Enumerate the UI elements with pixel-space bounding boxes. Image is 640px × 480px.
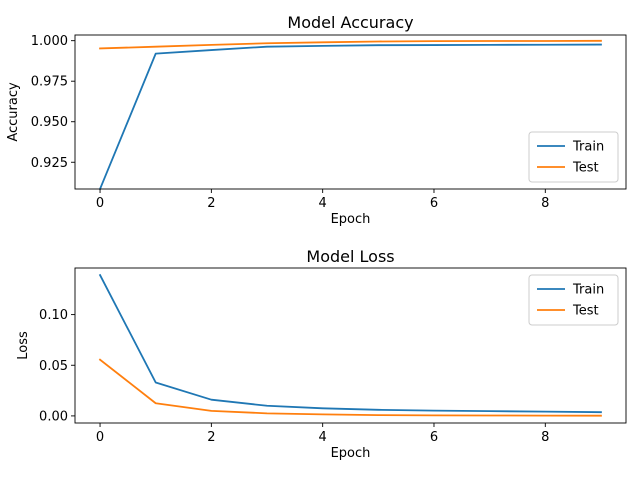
legend-label-test: Test <box>572 161 599 176</box>
data-point-train <box>377 409 379 411</box>
legend-label-train: Train <box>572 283 604 298</box>
data-point-test <box>489 415 491 417</box>
plot-frame <box>74 267 627 424</box>
data-point-train <box>155 382 157 384</box>
x-tick-label: 8 <box>541 196 549 211</box>
data-point-train <box>210 49 212 51</box>
data-point-test <box>266 412 268 414</box>
legend: Train Test <box>528 131 619 183</box>
data-point-test <box>377 414 379 416</box>
accuracy-chart: 0 2 4 6 8 0.925 0.950 0.975 1.000 Model Accuracy E… <box>6 13 627 227</box>
data-point-train <box>600 411 602 413</box>
legend: Train Test <box>528 274 619 326</box>
x-axis-label: Epoch <box>331 446 371 461</box>
y-tick-label: 0.05 <box>39 359 68 374</box>
data-point-train <box>377 44 379 46</box>
data-point-test <box>210 44 212 46</box>
data-point-train <box>322 45 324 47</box>
data-point-test <box>377 41 379 43</box>
x-tick-label: 8 <box>541 430 549 445</box>
legend-label-train: Train <box>572 140 604 155</box>
data-point-test <box>99 359 101 361</box>
series-line-test <box>99 39 602 50</box>
data-point-train <box>433 44 435 46</box>
x-tick-label: 4 <box>319 430 327 445</box>
legend-box <box>528 131 619 183</box>
chart-title: Model Loss <box>306 247 394 266</box>
series-line-train <box>98 273 602 414</box>
legend-box <box>528 274 619 326</box>
data-point-train <box>544 411 546 413</box>
data-point-train <box>155 53 157 55</box>
y-tick-label: 1.000 <box>31 34 68 49</box>
series-line-train <box>98 43 602 191</box>
x-tick-label: 6 <box>430 196 438 211</box>
data-point-test <box>544 40 546 42</box>
data-point-test <box>544 415 546 417</box>
y-tick-label: 0.950 <box>31 115 68 130</box>
x-tick-label: 0 <box>96 430 104 445</box>
chart-title: Model Accuracy <box>287 13 413 32</box>
data-point-train <box>266 46 268 48</box>
data-point-test <box>433 40 435 42</box>
data-point-train <box>489 410 491 412</box>
data-point-test <box>155 46 157 48</box>
data-point-test <box>155 402 157 404</box>
x-tick-label: 2 <box>207 430 215 445</box>
y-tick-label: 0.00 <box>39 409 68 424</box>
data-point-train <box>322 407 324 409</box>
y-tick-label: 0.975 <box>31 75 68 90</box>
data-point-test <box>210 410 212 412</box>
data-point-train <box>266 405 268 407</box>
series-line-test <box>98 358 602 417</box>
x-tick-label: 6 <box>430 430 438 445</box>
data-point-train <box>600 44 602 46</box>
legend-label-test: Test <box>572 304 599 319</box>
loss-chart: 0 2 4 6 8 0.00 0.05 0.10 Model Loss Epoch Loss Trai… <box>16 247 627 461</box>
data-point-train <box>99 274 101 276</box>
data-point-train <box>489 44 491 46</box>
x-tick-label: 4 <box>319 196 327 211</box>
data-point-test <box>489 40 491 42</box>
data-point-test <box>322 41 324 43</box>
x-tick-label: 2 <box>207 196 215 211</box>
data-point-test <box>266 42 268 44</box>
data-point-train <box>544 44 546 46</box>
y-tick-label: 0.925 <box>31 156 68 171</box>
data-point-test <box>433 415 435 417</box>
data-point-train <box>433 410 435 412</box>
data-point-test <box>99 48 101 50</box>
data-point-test <box>322 413 324 415</box>
y-axis-label: Loss <box>16 331 31 360</box>
plot-frame <box>74 34 627 190</box>
y-tick-label: 0.10 <box>39 308 68 323</box>
x-axis-label: Epoch <box>331 212 371 227</box>
x-tick-label: 0 <box>96 196 104 211</box>
data-point-test <box>600 415 602 417</box>
data-point-test <box>600 40 602 42</box>
y-axis-label: Accuracy <box>6 82 21 142</box>
data-point-train <box>210 399 212 401</box>
